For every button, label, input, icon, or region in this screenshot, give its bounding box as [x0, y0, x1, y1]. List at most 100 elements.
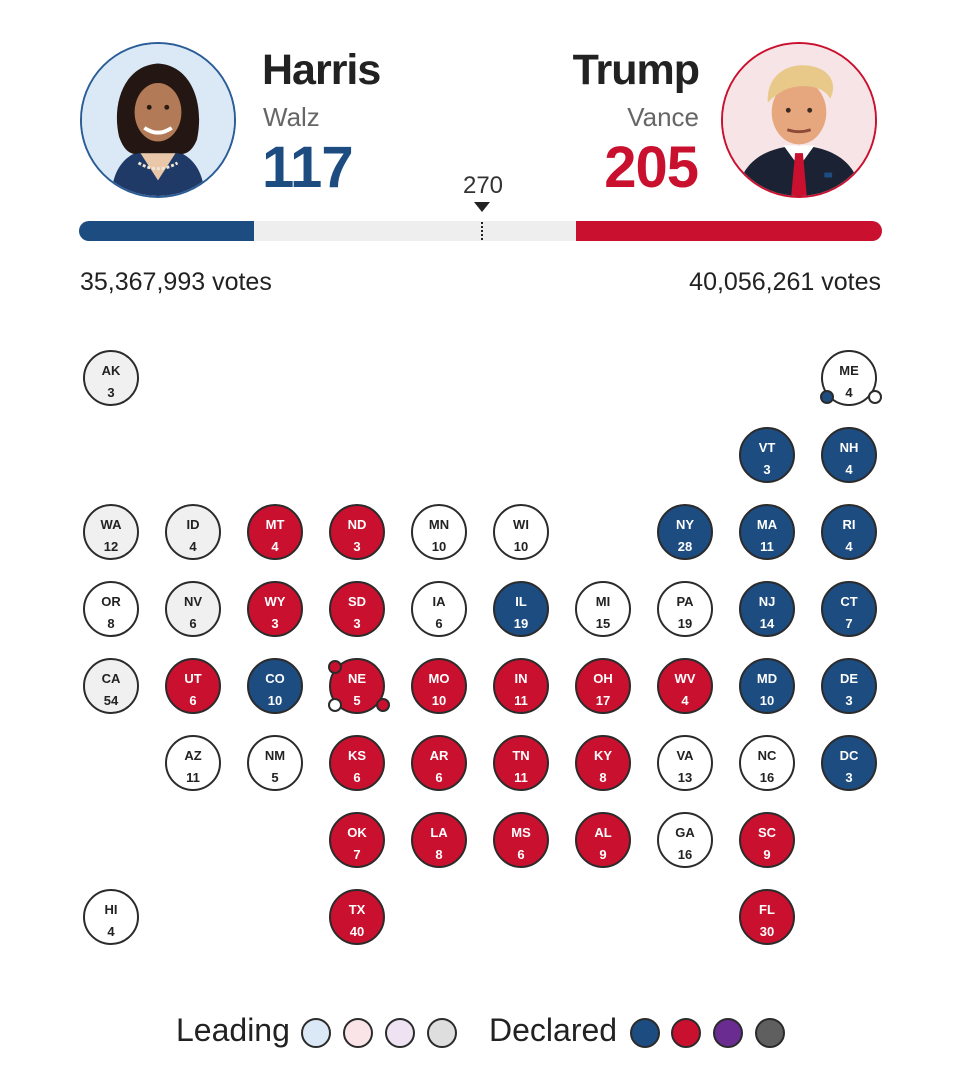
state-electoral-votes: 10 [431, 539, 447, 554]
state-abbr: PA [676, 594, 694, 609]
state-abbr: LA [430, 825, 448, 840]
state-tile-ms[interactable]: MS 6 [493, 812, 549, 868]
harris-popular-votes: 35,367,993 votes [80, 268, 272, 296]
state-abbr: IL [515, 594, 527, 609]
state-tile-ga[interactable]: GA 16 [657, 812, 713, 868]
state-tile-dc[interactable]: DC 3 [821, 735, 877, 791]
legend-leading-swatch-other [427, 1018, 457, 1048]
state-abbr: MT [265, 517, 285, 532]
legend-declared-swatch-trump [671, 1018, 701, 1048]
state-tile-sd[interactable]: SD 3 [329, 581, 385, 637]
state-tile-ut[interactable]: UT 6 [165, 658, 221, 714]
state-tile-mt[interactable]: MT 4 [247, 504, 303, 560]
state-abbr: KS [347, 748, 367, 763]
state-abbr: WI [513, 517, 529, 532]
state-tile-co[interactable]: CO 10 [247, 658, 303, 714]
ne-district-dot-2[interactable] [328, 698, 342, 712]
state-abbr: FL [759, 902, 775, 917]
state-tile-wv[interactable]: WV 4 [657, 658, 713, 714]
legend-declared-swatch-other [755, 1018, 785, 1048]
state-tile-fl[interactable]: FL 30 [739, 889, 795, 945]
state-tile-nh[interactable]: NH 4 [821, 427, 877, 483]
state-tile-wi[interactable]: WI 10 [493, 504, 549, 560]
state-tile-mi[interactable]: MI 15 [575, 581, 631, 637]
state-tile-md[interactable]: MD 10 [739, 658, 795, 714]
state-tile-nm[interactable]: NM 5 [247, 735, 303, 791]
state-abbr: NV [183, 594, 203, 609]
state-electoral-votes: 10 [431, 693, 447, 708]
state-tile-ca[interactable]: CA 54 [83, 658, 139, 714]
legend-declared-label: Declared [489, 1012, 618, 1048]
state-electoral-votes: 19 [513, 616, 529, 631]
me-district-dot-1[interactable] [820, 390, 834, 404]
state-tile-wy[interactable]: WY 3 [247, 581, 303, 637]
state-tile-ne[interactable]: NE 5 [328, 658, 390, 714]
harris-electoral-votes: 117 [262, 135, 354, 200]
state-tile-az[interactable]: AZ 11 [165, 735, 221, 791]
state-tile-or[interactable]: OR 8 [83, 581, 139, 637]
state-electoral-votes: 6 [353, 770, 361, 785]
state-abbr: TN [512, 748, 530, 763]
state-tile-ma[interactable]: MA 11 [739, 504, 795, 560]
harris-progress-fill [79, 221, 254, 241]
state-tile-in[interactable]: IN 11 [493, 658, 549, 714]
state-abbr: GA [675, 825, 695, 840]
state-electoral-votes: 4 [845, 462, 853, 477]
state-tile-wa[interactable]: WA 12 [83, 504, 139, 560]
state-electoral-votes: 9 [599, 847, 607, 862]
state-tile-nj[interactable]: NJ 14 [739, 581, 795, 637]
state-electoral-votes: 28 [677, 539, 693, 554]
state-abbr: MA [756, 517, 778, 532]
state-tile-ks[interactable]: KS 6 [329, 735, 385, 791]
state-tile-tx[interactable]: TX 40 [329, 889, 385, 945]
state-abbr: DC [839, 748, 859, 763]
state-tile-ct[interactable]: CT 7 [821, 581, 877, 637]
ne-district-dot-1[interactable] [328, 660, 342, 674]
state-abbr: NJ [758, 594, 776, 609]
state-tile-ri[interactable]: RI 4 [821, 504, 877, 560]
state-electoral-votes: 10 [267, 693, 283, 708]
state-abbr: DE [839, 671, 859, 686]
state-tile-sc[interactable]: SC 9 [739, 812, 795, 868]
state-abbr: AR [429, 748, 449, 763]
state-tile-ia[interactable]: IA 6 [411, 581, 467, 637]
state-electoral-votes: 6 [189, 693, 197, 708]
state-electoral-votes: 4 [107, 924, 115, 939]
state-tile-mn[interactable]: MN 10 [411, 504, 467, 560]
state-tile-ok[interactable]: OK 7 [329, 812, 385, 868]
state-abbr: MI [595, 594, 611, 609]
state-electoral-votes: 3 [845, 693, 853, 708]
state-tile-nv[interactable]: NV 6 [165, 581, 221, 637]
state-tile-nc[interactable]: NC 16 [739, 735, 795, 791]
state-electoral-votes: 16 [677, 847, 693, 862]
state-tile-hi[interactable]: HI 4 [83, 889, 139, 945]
legend-declared-swatch-harris [630, 1018, 660, 1048]
state-electoral-votes: 4 [845, 539, 853, 554]
state-abbr: NC [757, 748, 777, 763]
state-tile-ny[interactable]: NY 28 [657, 504, 713, 560]
state-tile-va[interactable]: VA 13 [657, 735, 713, 791]
state-electoral-votes: 3 [763, 462, 771, 477]
state-tile-oh[interactable]: OH 17 [575, 658, 631, 714]
harris-name: Harris [262, 46, 381, 94]
state-tile-ar[interactable]: AR 6 [411, 735, 467, 791]
me-district-dot-2[interactable] [868, 390, 882, 404]
state-tile-id[interactable]: ID 4 [165, 504, 221, 560]
state-tile-tn[interactable]: TN 11 [493, 735, 549, 791]
state-tile-de[interactable]: DE 3 [821, 658, 877, 714]
state-abbr: UT [184, 671, 202, 686]
state-tile-vt[interactable]: VT 3 [739, 427, 795, 483]
trump-portrait-icon [723, 44, 875, 196]
state-electoral-votes: 4 [189, 539, 197, 554]
state-tile-mo[interactable]: MO 10 [411, 658, 467, 714]
state-tile-me[interactable]: ME 4 [820, 350, 882, 406]
state-tile-pa[interactable]: PA 19 [657, 581, 713, 637]
ne-district-dot-3[interactable] [376, 698, 390, 712]
state-tile-al[interactable]: AL 9 [575, 812, 631, 868]
state-tile-nd[interactable]: ND 3 [329, 504, 385, 560]
state-electoral-votes: 3 [271, 616, 279, 631]
state-tile-ak[interactable]: AK 3 [83, 350, 139, 406]
state-tile-ky[interactable]: KY 8 [575, 735, 631, 791]
state-tile-la[interactable]: LA 8 [411, 812, 467, 868]
state-tile-il[interactable]: IL 19 [493, 581, 549, 637]
